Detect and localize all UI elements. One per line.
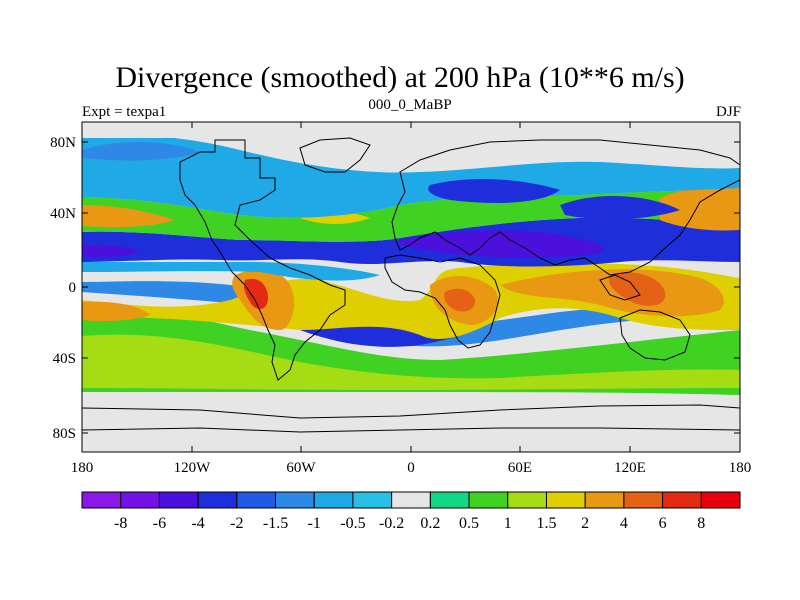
northern-high-lat-negative [82,135,740,218]
lon-tick-label: 120E [614,460,646,476]
colorbar-swatch [197,491,238,509]
northern-negative-core [399,230,605,258]
colorbar-label: -6 [153,515,166,532]
colorbar-label: 6 [659,515,667,532]
central-pacific-negative-core [82,245,140,258]
australia-coastline [619,309,691,361]
eurasia-coastline [391,139,740,276]
colorbar-swatch [352,491,393,509]
colorbar: -8 -6 -4 -2 -1.5 -1 -0.5 -0.2 0.2 0.5 1 1.5 2 4 6 8 [81,491,741,532]
antarctica-coastline [82,404,740,419]
colorbar-swatch [507,491,547,509]
colorbar-swatch [275,491,315,509]
divergence-field [82,122,740,452]
colorbar-swatch [700,491,741,509]
south-america-positive-core [243,278,268,310]
longitude-axis: 180 120W 60W 0 60E 120E 180 [71,122,752,476]
lat-tick-label: 40N [50,206,76,222]
colorbar-label: -0.2 [379,515,404,532]
colorbar-label: 0.2 [420,515,440,532]
colorbar-label: -4 [191,515,204,532]
africa-coastline [384,254,501,349]
colorbar-swatch [158,491,199,509]
lat-tick-label: 0 [69,280,77,296]
colorbar-label: 0.5 [459,515,479,532]
latitude-axis: 80N 40N 0 40S 80S [50,135,740,442]
south-polar-region [82,395,740,452]
arctic-negative [82,141,200,161]
colorbar-swatch [391,491,431,509]
lat-tick-label: 80S [53,426,76,442]
lat-tick-label: 40S [53,351,76,367]
colorbar-label: -8 [114,515,127,532]
colorbar-swatch [468,491,509,509]
colorbar-label: -0.5 [340,515,365,532]
lon-tick-label: 120W [174,460,212,476]
africa-positive-core [444,288,476,312]
colorbar-label: -2 [230,515,243,532]
colorbar-label: 8 [697,515,705,532]
colorbar-label: -1.5 [263,515,288,532]
maritime-continent-positive [500,269,724,317]
colorbar-swatch [545,491,586,509]
colorbar-swatch [236,491,277,509]
plot-title: Divergence (smoothed) at 200 hPa (10**6 … [115,61,685,94]
colorbar-swatch [429,491,470,509]
eurasia-negative-core [428,178,560,203]
colorbar-label: 2 [581,515,589,532]
lon-tick-label: 180 [729,460,752,476]
lon-tick-label: 60E [508,460,532,476]
indonesia-coastline [599,274,641,301]
maritime-continent-positive-core [608,272,666,306]
colorbar-label: 1 [504,515,512,532]
colorbar-swatch [584,491,625,509]
colorbar-swatch [81,491,122,509]
season-label: DJF [715,104,741,120]
lon-tick-label: 60W [286,460,316,476]
colorbar-label: -1 [308,515,321,532]
colorbar-label: 1.5 [536,515,556,532]
north-pacific-positive [82,205,175,228]
lon-tick-label: 0 [407,460,415,476]
americas-coastline [179,139,346,381]
greenland-coastline [299,137,371,173]
southern-positive-band-inner [82,334,740,390]
colorbar-swatch [120,491,160,509]
west-north-pacific-positive [660,186,740,231]
lon-tick-label: 180 [71,460,94,476]
lat-tick-label: 80N [50,135,76,151]
colorbar-swatch [313,491,354,509]
antarctica-interior [82,427,740,433]
colorbar-swatch [623,491,664,509]
plot-subtitle: 000_0_MaBP [368,97,452,113]
colorbar-swatch [662,491,702,509]
west-pacific-positive [82,301,150,322]
east-asia-negative [560,195,680,220]
north-polar-region [82,122,740,138]
colorbar-label: 4 [620,515,628,532]
experiment-label: Expt = texpa1 [82,104,167,120]
coastlines [82,137,740,433]
